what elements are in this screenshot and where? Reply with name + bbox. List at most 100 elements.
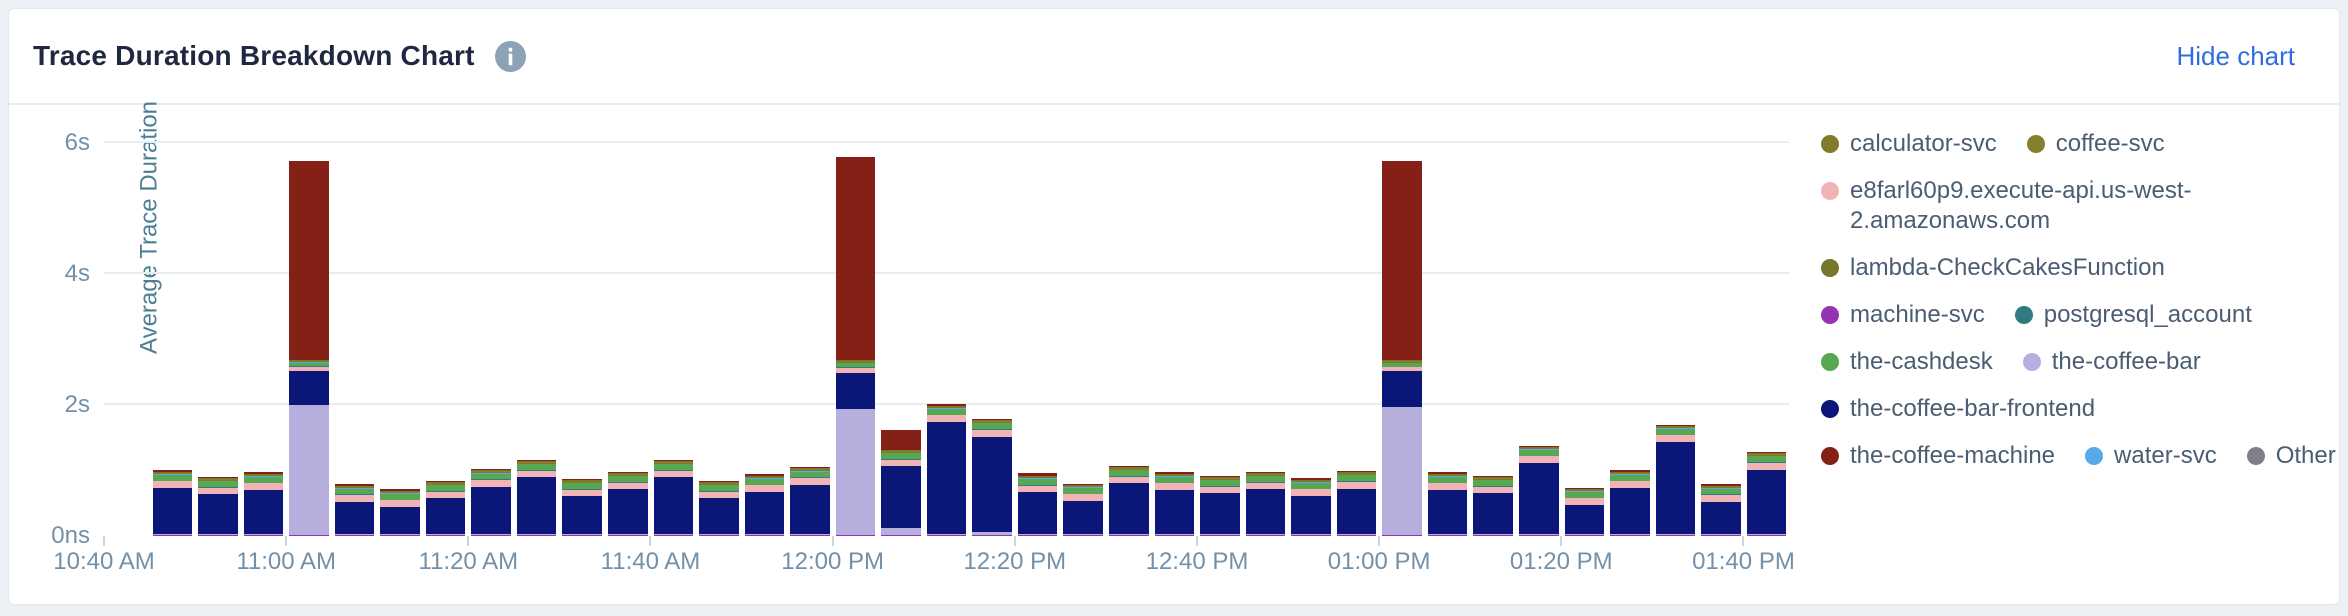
legend-item-the-coffee-machine[interactable]: the-coffee-machine — [1821, 441, 2055, 471]
chart-bar-12:05[interactable] — [878, 118, 924, 536]
bar-segment-e8farl60p9.execute-api.us-west-2.amazonaws.com — [744, 485, 785, 492]
bar-segment-coffee-svc — [334, 486, 375, 488]
bar-segment-coffee-svc — [926, 406, 967, 408]
chart-bar-13:35[interactable] — [1698, 118, 1744, 536]
info-icon[interactable] — [494, 40, 526, 72]
bar-segment-the-coffee-machine — [1382, 160, 1422, 361]
legend-item-Other[interactable]: Other — [2246, 441, 2336, 471]
bar-segment-e8farl60p9.execute-api.us-west-2.amazonaws.com — [1017, 485, 1058, 493]
bar-segment-e8farl60p9.execute-api.us-west-2.amazonaws.com — [1245, 482, 1286, 490]
bar-segment-postgresql_account — [653, 470, 694, 471]
legend-item-the-coffee-bar[interactable]: the-coffee-bar — [2022, 347, 2201, 377]
bar-segment-machine-svc — [471, 535, 511, 536]
chart-bar-10:55[interactable] — [241, 118, 287, 536]
chart-bar-13:05[interactable] — [1425, 118, 1471, 536]
bar-segment-the-cashdesk — [1109, 470, 1149, 477]
bar-segment-postgresql_account — [835, 367, 876, 368]
bar-segment-the-coffee-bar — [881, 528, 921, 536]
chart-bar-12:30[interactable] — [1106, 118, 1152, 536]
chart-bar-12:20[interactable] — [1015, 118, 1061, 536]
chart-bar-11:15[interactable] — [423, 118, 469, 536]
bar-segment-the-cashdesk — [881, 453, 921, 460]
bar-segment-coffee-svc — [1382, 361, 1422, 363]
chart-bar-13:10[interactable] — [1470, 118, 1516, 536]
x-tick-label: 10:40 AM — [53, 548, 155, 575]
chart-bar-12:15[interactable] — [969, 118, 1015, 536]
legend-dot — [1821, 400, 1839, 418]
chart-bar-13:00[interactable] — [1379, 118, 1425, 536]
chart-bar-11:20[interactable] — [468, 118, 514, 536]
legend-item-machine-svc[interactable]: machine-svc — [1821, 300, 1985, 330]
chart-bar-11:55[interactable] — [787, 118, 833, 536]
chart-bar-11:30[interactable] — [559, 118, 605, 536]
bar-segment-lambda-CheckCakesFunction — [744, 475, 785, 477]
hide-chart-link[interactable]: Hide chart — [2176, 40, 2296, 71]
bar-segment-postgresql_account — [516, 470, 557, 471]
chart-bar-13:30[interactable] — [1653, 118, 1699, 536]
bar-segment-the-coffee-bar — [1610, 534, 1650, 536]
bar-segment-calculator-svc — [289, 361, 329, 363]
bar-segment-the-coffee-machine — [699, 480, 739, 483]
chart-bar-11:25[interactable] — [514, 118, 560, 536]
bar-segment-the-cashdesk — [653, 464, 694, 471]
chart-bar-11:10[interactable] — [377, 118, 423, 536]
chart-bar-13:15[interactable] — [1516, 118, 1562, 536]
chart-bar-12:50[interactable] — [1288, 118, 1334, 536]
legend-item-the-cashdesk[interactable]: the-cashdesk — [1821, 347, 1993, 377]
chart-bar-12:55[interactable] — [1334, 118, 1380, 536]
bar-segment-postgresql_account — [1154, 482, 1195, 484]
chart-bar-11:35[interactable] — [605, 118, 651, 536]
legend-dot — [1821, 306, 1839, 324]
legend-item-e8farl60p9.execute-api.us-west-2.amazonaws.com[interactable]: e8farl60p9.execute-api.us-west-2.amazona… — [1821, 176, 2339, 236]
legend-item-postgresql_account[interactable]: postgresql_account — [2014, 300, 2252, 330]
bar-segment-the-coffee-bar — [1564, 534, 1605, 536]
chart-body: Average Trace Duration 10:40 AM 11:00 AM 1… — [9, 101, 2339, 604]
legend-item-lambda-CheckCakesFunction[interactable]: lambda-CheckCakesFunction — [1821, 253, 2165, 283]
bar-segment-machine-svc — [790, 535, 830, 536]
legend-label: coffee-svc — [2055, 130, 2165, 157]
chart-bar-12:10[interactable] — [924, 118, 970, 536]
bar-segment-the-coffee-machine — [289, 160, 329, 360]
bar-segment-the-coffee-machine — [1473, 475, 1513, 477]
bar-segment-postgresql_account — [198, 487, 238, 488]
chart-bar-11:40[interactable] — [651, 118, 697, 536]
bar-segment-water-svc — [425, 484, 466, 486]
bar-segment-the-cashdesk — [289, 362, 329, 367]
bar-segment-the-coffee-bar — [1518, 534, 1559, 536]
bar-segment-e8farl60p9.execute-api.us-west-2.amazonaws.com — [562, 489, 603, 497]
bar-segment-calculator-svc — [1518, 448, 1559, 450]
bar-segment-coffee-svc — [1473, 477, 1513, 479]
chart-bar-13:40[interactable] — [1744, 118, 1790, 536]
bar-segment-e8farl60p9.execute-api.us-west-2.amazonaws.com — [152, 481, 193, 488]
bar-segment-calculator-svc — [972, 421, 1012, 423]
chart-bar-11:50[interactable] — [742, 118, 788, 536]
chart-bar-12:25[interactable] — [1060, 118, 1106, 536]
chart-bar-12:35[interactable] — [1152, 118, 1198, 536]
bar-segment-machine-svc — [1063, 535, 1104, 536]
bar-segment-water-svc — [1655, 428, 1696, 429]
legend-dot — [2246, 447, 2265, 465]
chart-bar-13:25[interactable] — [1607, 118, 1653, 536]
chart-bar-12:40[interactable] — [1197, 118, 1243, 536]
bar-segment-the-coffee-machine — [608, 471, 648, 474]
chart-bar-10:50[interactable] — [195, 118, 241, 536]
bar-segment-e8farl60p9.execute-api.us-west-2.amazonaws.com — [699, 491, 739, 499]
legend-item-water-svc[interactable]: water-svc — [2085, 441, 2217, 471]
legend-item-coffee-svc[interactable]: coffee-svc — [2026, 129, 2165, 159]
chart-bar-12:45[interactable] — [1243, 118, 1289, 536]
chart-bar-11:00[interactable] — [286, 118, 332, 536]
bar-segment-calculator-svc — [152, 473, 193, 475]
legend-item-calculator-svc[interactable]: calculator-svc — [1821, 129, 1997, 159]
chart-bar-12:00[interactable] — [833, 118, 879, 536]
chart-bar-10:45[interactable] — [150, 118, 196, 536]
bar-segment-coffee-svc — [972, 420, 1012, 422]
bar-segment-e8farl60p9.execute-api.us-west-2.amazonaws.com — [1655, 435, 1696, 443]
chart-bar-11:45[interactable] — [696, 118, 742, 536]
chart-bar-13:20[interactable] — [1562, 118, 1608, 536]
bar-segment-postgresql_account — [790, 477, 830, 479]
x-tick-label: 11:00 AM — [236, 548, 336, 575]
bar-segment-the-coffee-bar — [1336, 534, 1377, 536]
bar-segment-machine-svc — [699, 535, 739, 536]
legend-item-the-coffee-bar-frontend[interactable]: the-coffee-bar-frontend — [1821, 394, 2095, 424]
chart-bar-11:05[interactable] — [332, 118, 378, 536]
